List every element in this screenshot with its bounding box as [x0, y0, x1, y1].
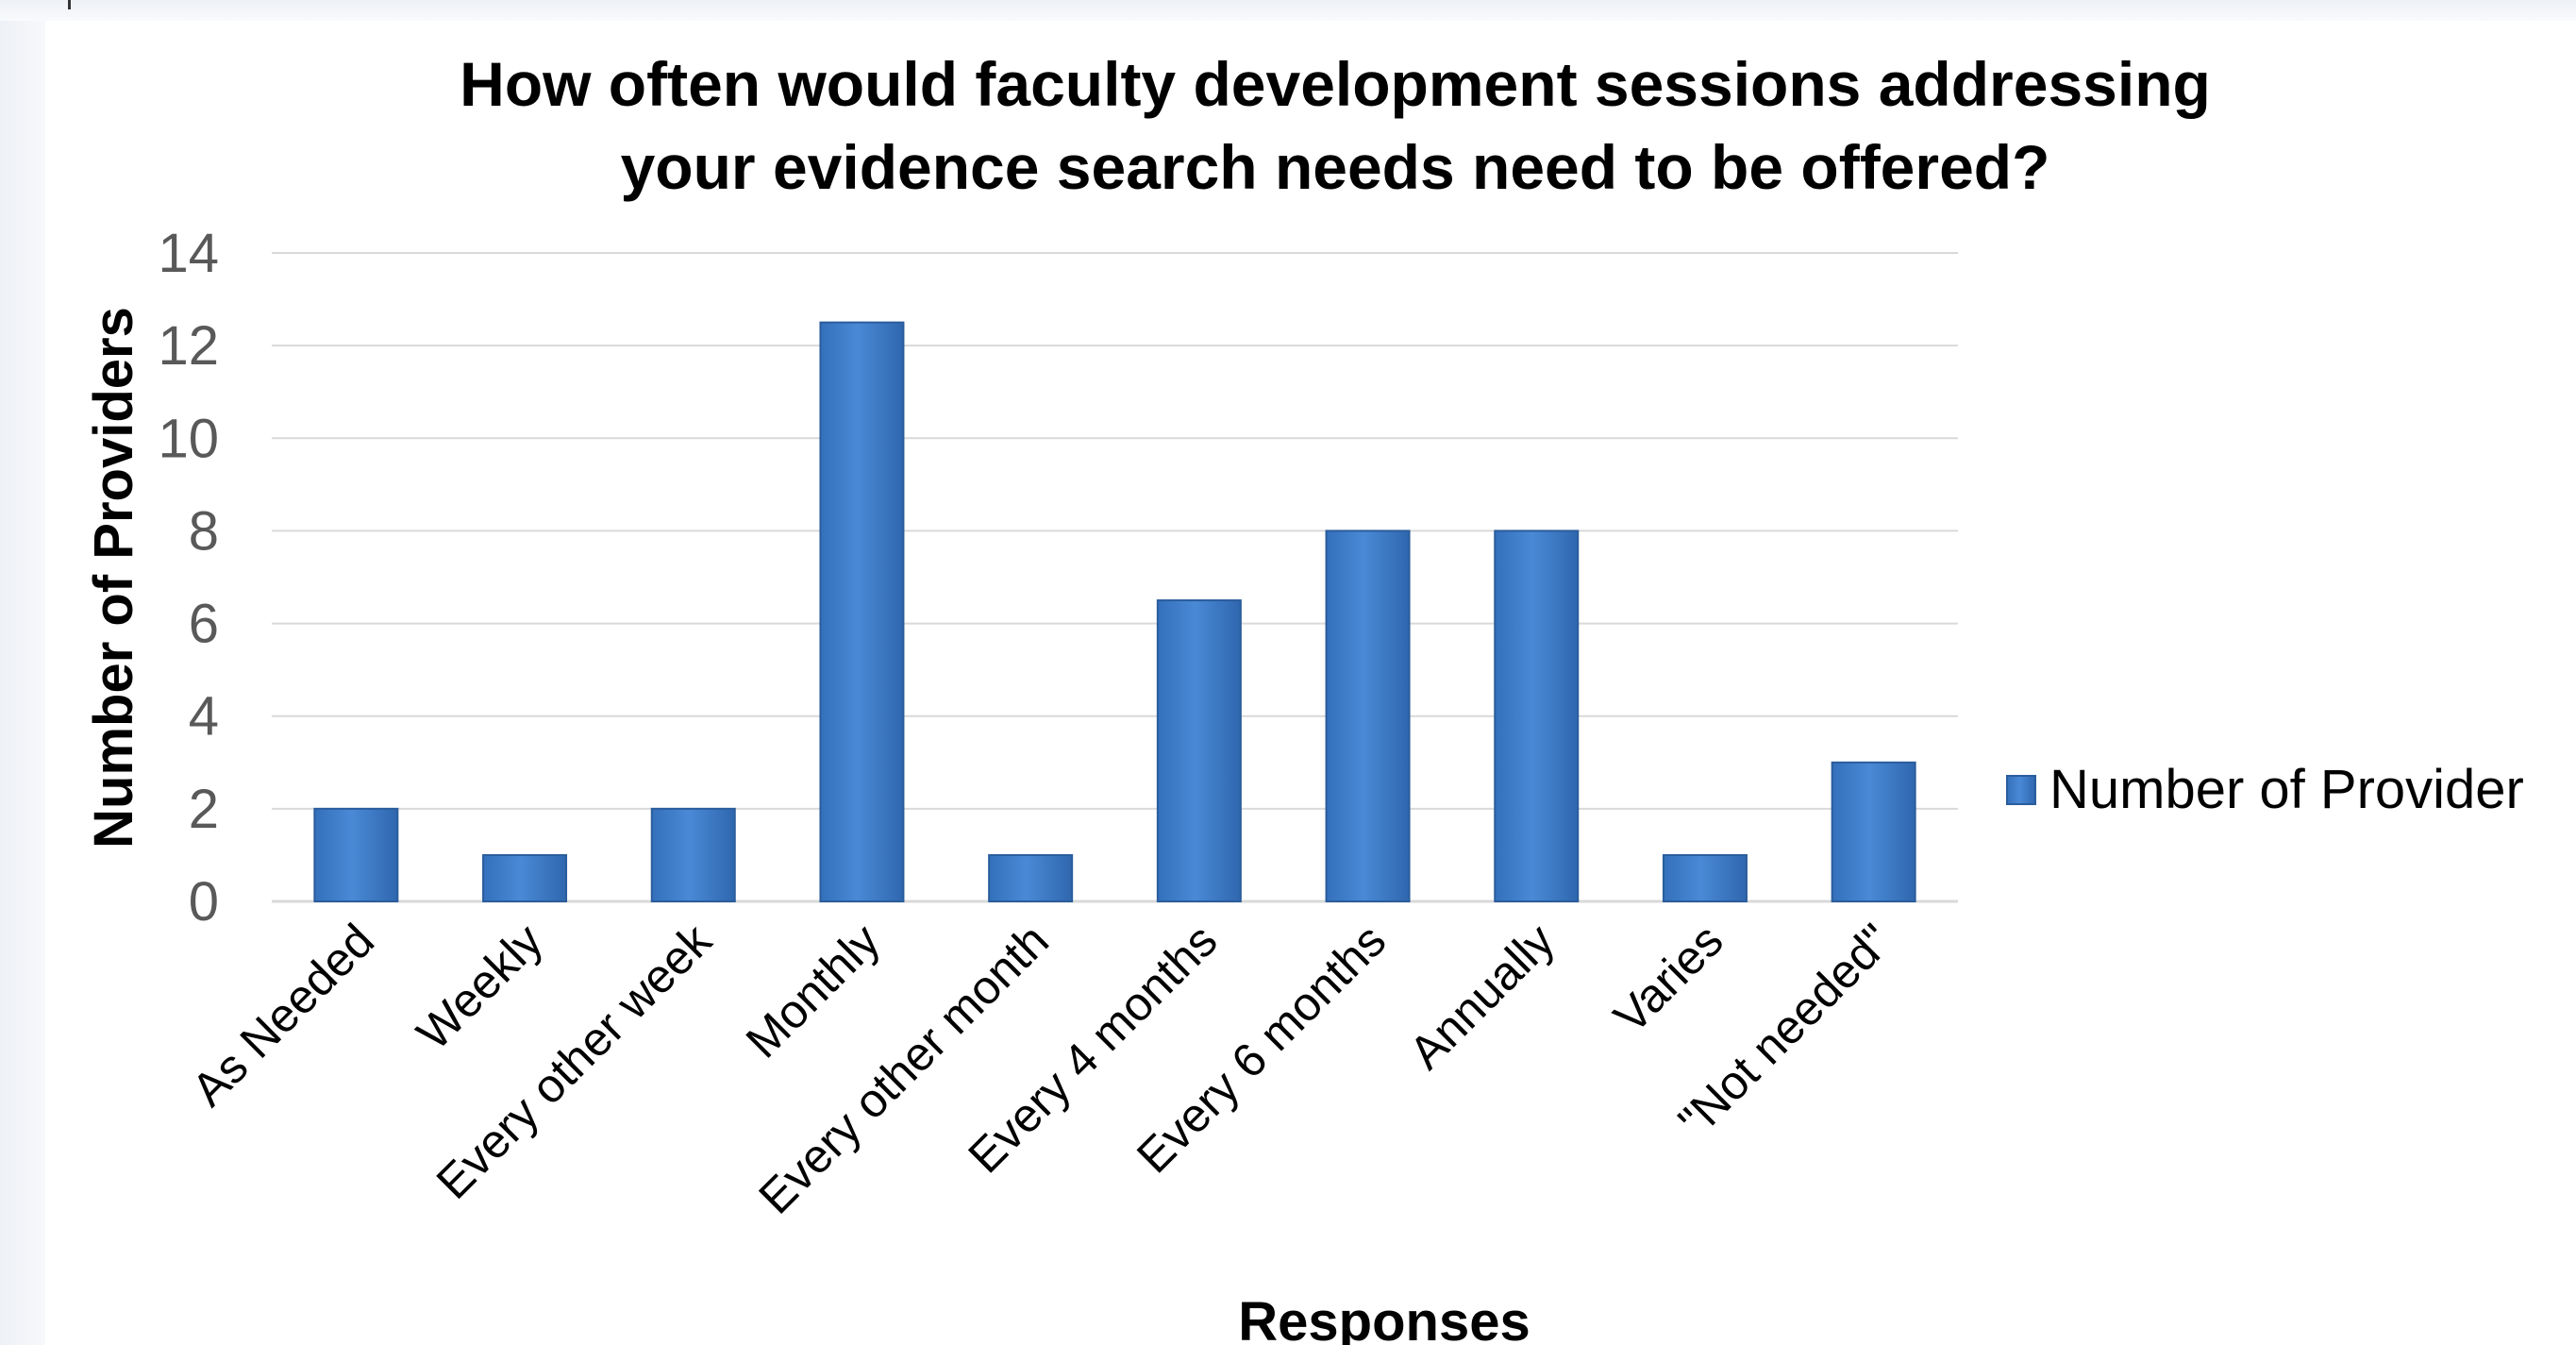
left-background-strip	[0, 0, 45, 1345]
legend-swatch	[2006, 775, 2036, 805]
x-category-label: As Needed	[182, 914, 385, 1117]
top-background-strip	[0, 0, 2576, 21]
y-tick-label: 10	[158, 408, 219, 469]
bar	[650, 807, 736, 902]
bar	[1494, 530, 1580, 903]
chart-title: How often would faculty development sess…	[460, 49, 2211, 202]
y-tick-label: 12	[158, 315, 219, 377]
x-category-label: Varies	[1604, 914, 1733, 1043]
gridlines	[272, 252, 1958, 903]
x-axis-title: Responses	[1238, 1291, 1530, 1345]
legend-label: Number of Provider	[2049, 759, 2524, 820]
bar	[482, 853, 568, 903]
y-tick-label: 6	[189, 594, 219, 655]
x-category-label: Every other month	[748, 914, 1058, 1223]
x-category-label: Weekly	[407, 914, 553, 1060]
x-category-label: Annually	[1399, 914, 1564, 1079]
bar	[1831, 761, 1916, 902]
bars	[313, 321, 1916, 903]
legend: Number of Provider	[2006, 759, 2524, 820]
chart-title-line-2: your evidence search needs need to be of…	[621, 132, 2050, 202]
y-axis-title: Number of Providers	[83, 307, 144, 849]
bar	[1662, 853, 1748, 903]
bar	[313, 807, 399, 902]
chart-title-line-1: How often would faculty development sess…	[460, 49, 2211, 119]
corner-mark	[68, 0, 71, 9]
bar	[1325, 530, 1411, 903]
x-category-label: Monthly	[736, 914, 890, 1068]
y-axis-tick-labels: 0 2 4 6 8 10 12 14	[158, 223, 219, 933]
bar	[988, 853, 1074, 903]
y-tick-label: 2	[189, 779, 219, 840]
bar	[819, 321, 905, 903]
y-tick-label: 8	[189, 500, 219, 562]
y-tick-label: 0	[189, 871, 219, 933]
y-tick-label: 4	[189, 686, 219, 748]
bar	[1156, 599, 1242, 902]
y-tick-label: 14	[158, 223, 219, 284]
